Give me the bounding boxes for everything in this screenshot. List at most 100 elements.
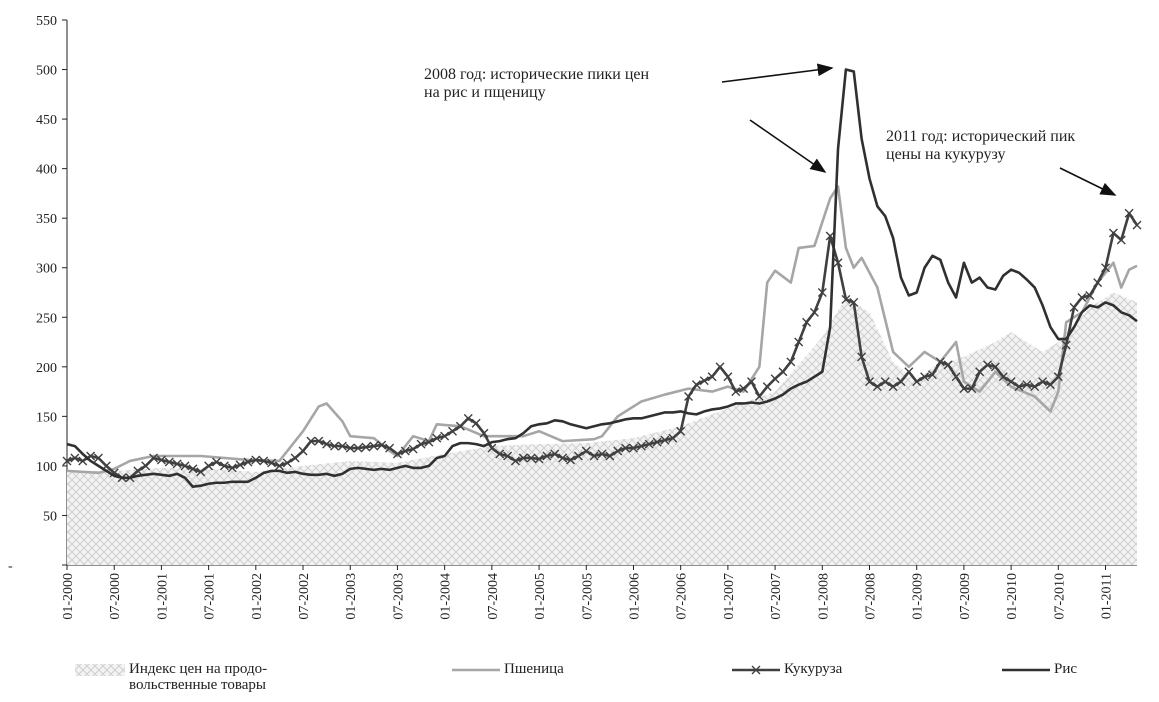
marker [927,370,937,380]
marker [78,456,88,466]
x-tick-label: 07-2005 [580,573,595,620]
marker [503,451,513,461]
x-tick-label: 01-2007 [722,573,737,620]
marker [857,352,867,362]
marker [644,439,654,449]
y-tick-label: 500 [36,64,57,79]
marker [676,426,686,436]
marker [534,454,544,464]
marker [660,435,670,445]
x-tick-label: 01-2011 [1100,573,1115,619]
marker [377,440,387,450]
marker [1093,278,1103,288]
marker [865,377,874,387]
marker [518,453,528,463]
legend-swatch [1002,668,1050,672]
legend-label: Пшеница [504,661,564,677]
marker [558,453,568,463]
marker [739,384,749,394]
legend-swatch-area [75,664,125,676]
marker [817,288,827,297]
marker [754,392,764,402]
marker [274,461,284,471]
marker [471,418,481,428]
legend-label: Кукуруза [784,661,843,677]
y-tick-label: 450 [36,113,57,128]
marker [70,453,80,463]
marker [786,357,796,367]
y-tick-label: 350 [36,212,57,227]
marker [1124,208,1134,218]
marker [314,436,324,446]
marker [251,455,261,465]
arrow [721,63,834,83]
marker [581,446,591,456]
marker [723,372,733,382]
marker [424,437,434,447]
marker [770,374,780,384]
marker [1116,235,1126,245]
marker [542,451,552,461]
marker [219,461,229,471]
y-tick-label: 50 [43,509,57,524]
marker [196,467,206,477]
marker [904,367,914,377]
x-tick-label: 07-2001 [203,573,218,620]
marker [841,294,851,304]
marker [337,441,347,451]
marker [385,443,395,453]
marker [133,466,143,476]
marker [778,367,788,377]
marker [188,464,198,474]
marker [400,446,410,456]
marker [597,449,607,459]
marker [589,451,599,461]
marker [967,384,977,394]
marker [951,372,961,382]
marker [605,451,615,461]
marker [141,461,151,471]
marker [259,456,269,466]
x-tick-label: 01-2000 [61,573,76,620]
marker [621,443,631,453]
legend-swatch [732,665,780,675]
marker [1014,382,1024,392]
marker [487,443,497,453]
marker [392,449,402,459]
marker [1132,220,1142,230]
marker [636,441,646,451]
x-tick-label: 07-2003 [391,573,406,620]
marker [668,433,678,443]
legend-label: Индекс цен на продо- вольственные товары [129,661,268,693]
marker [880,377,890,387]
marker [691,380,701,390]
marker [802,317,812,327]
marker [282,458,292,468]
x-tick-label: 01-2006 [627,573,642,620]
marker [235,460,245,470]
x-tick-label: 07-2006 [675,573,690,620]
marker [345,443,355,453]
marker [463,413,473,423]
marker [172,459,182,469]
marker [1045,380,1055,390]
marker [566,455,576,465]
marker [1069,302,1079,312]
marker [833,258,843,268]
x-tick-label: 01-2008 [816,573,831,620]
marker [1101,263,1111,273]
legend-swatch [75,664,125,676]
marker [1108,228,1118,238]
y-tick-label: 200 [36,361,57,376]
marker [652,437,662,447]
marker [416,439,426,449]
x-tick-label: 01-2001 [155,573,170,620]
marker [746,377,756,387]
arrow [1059,167,1117,196]
marker [243,457,253,467]
marker [298,446,308,456]
y-tick-label: - [8,559,13,574]
marker [715,362,725,372]
